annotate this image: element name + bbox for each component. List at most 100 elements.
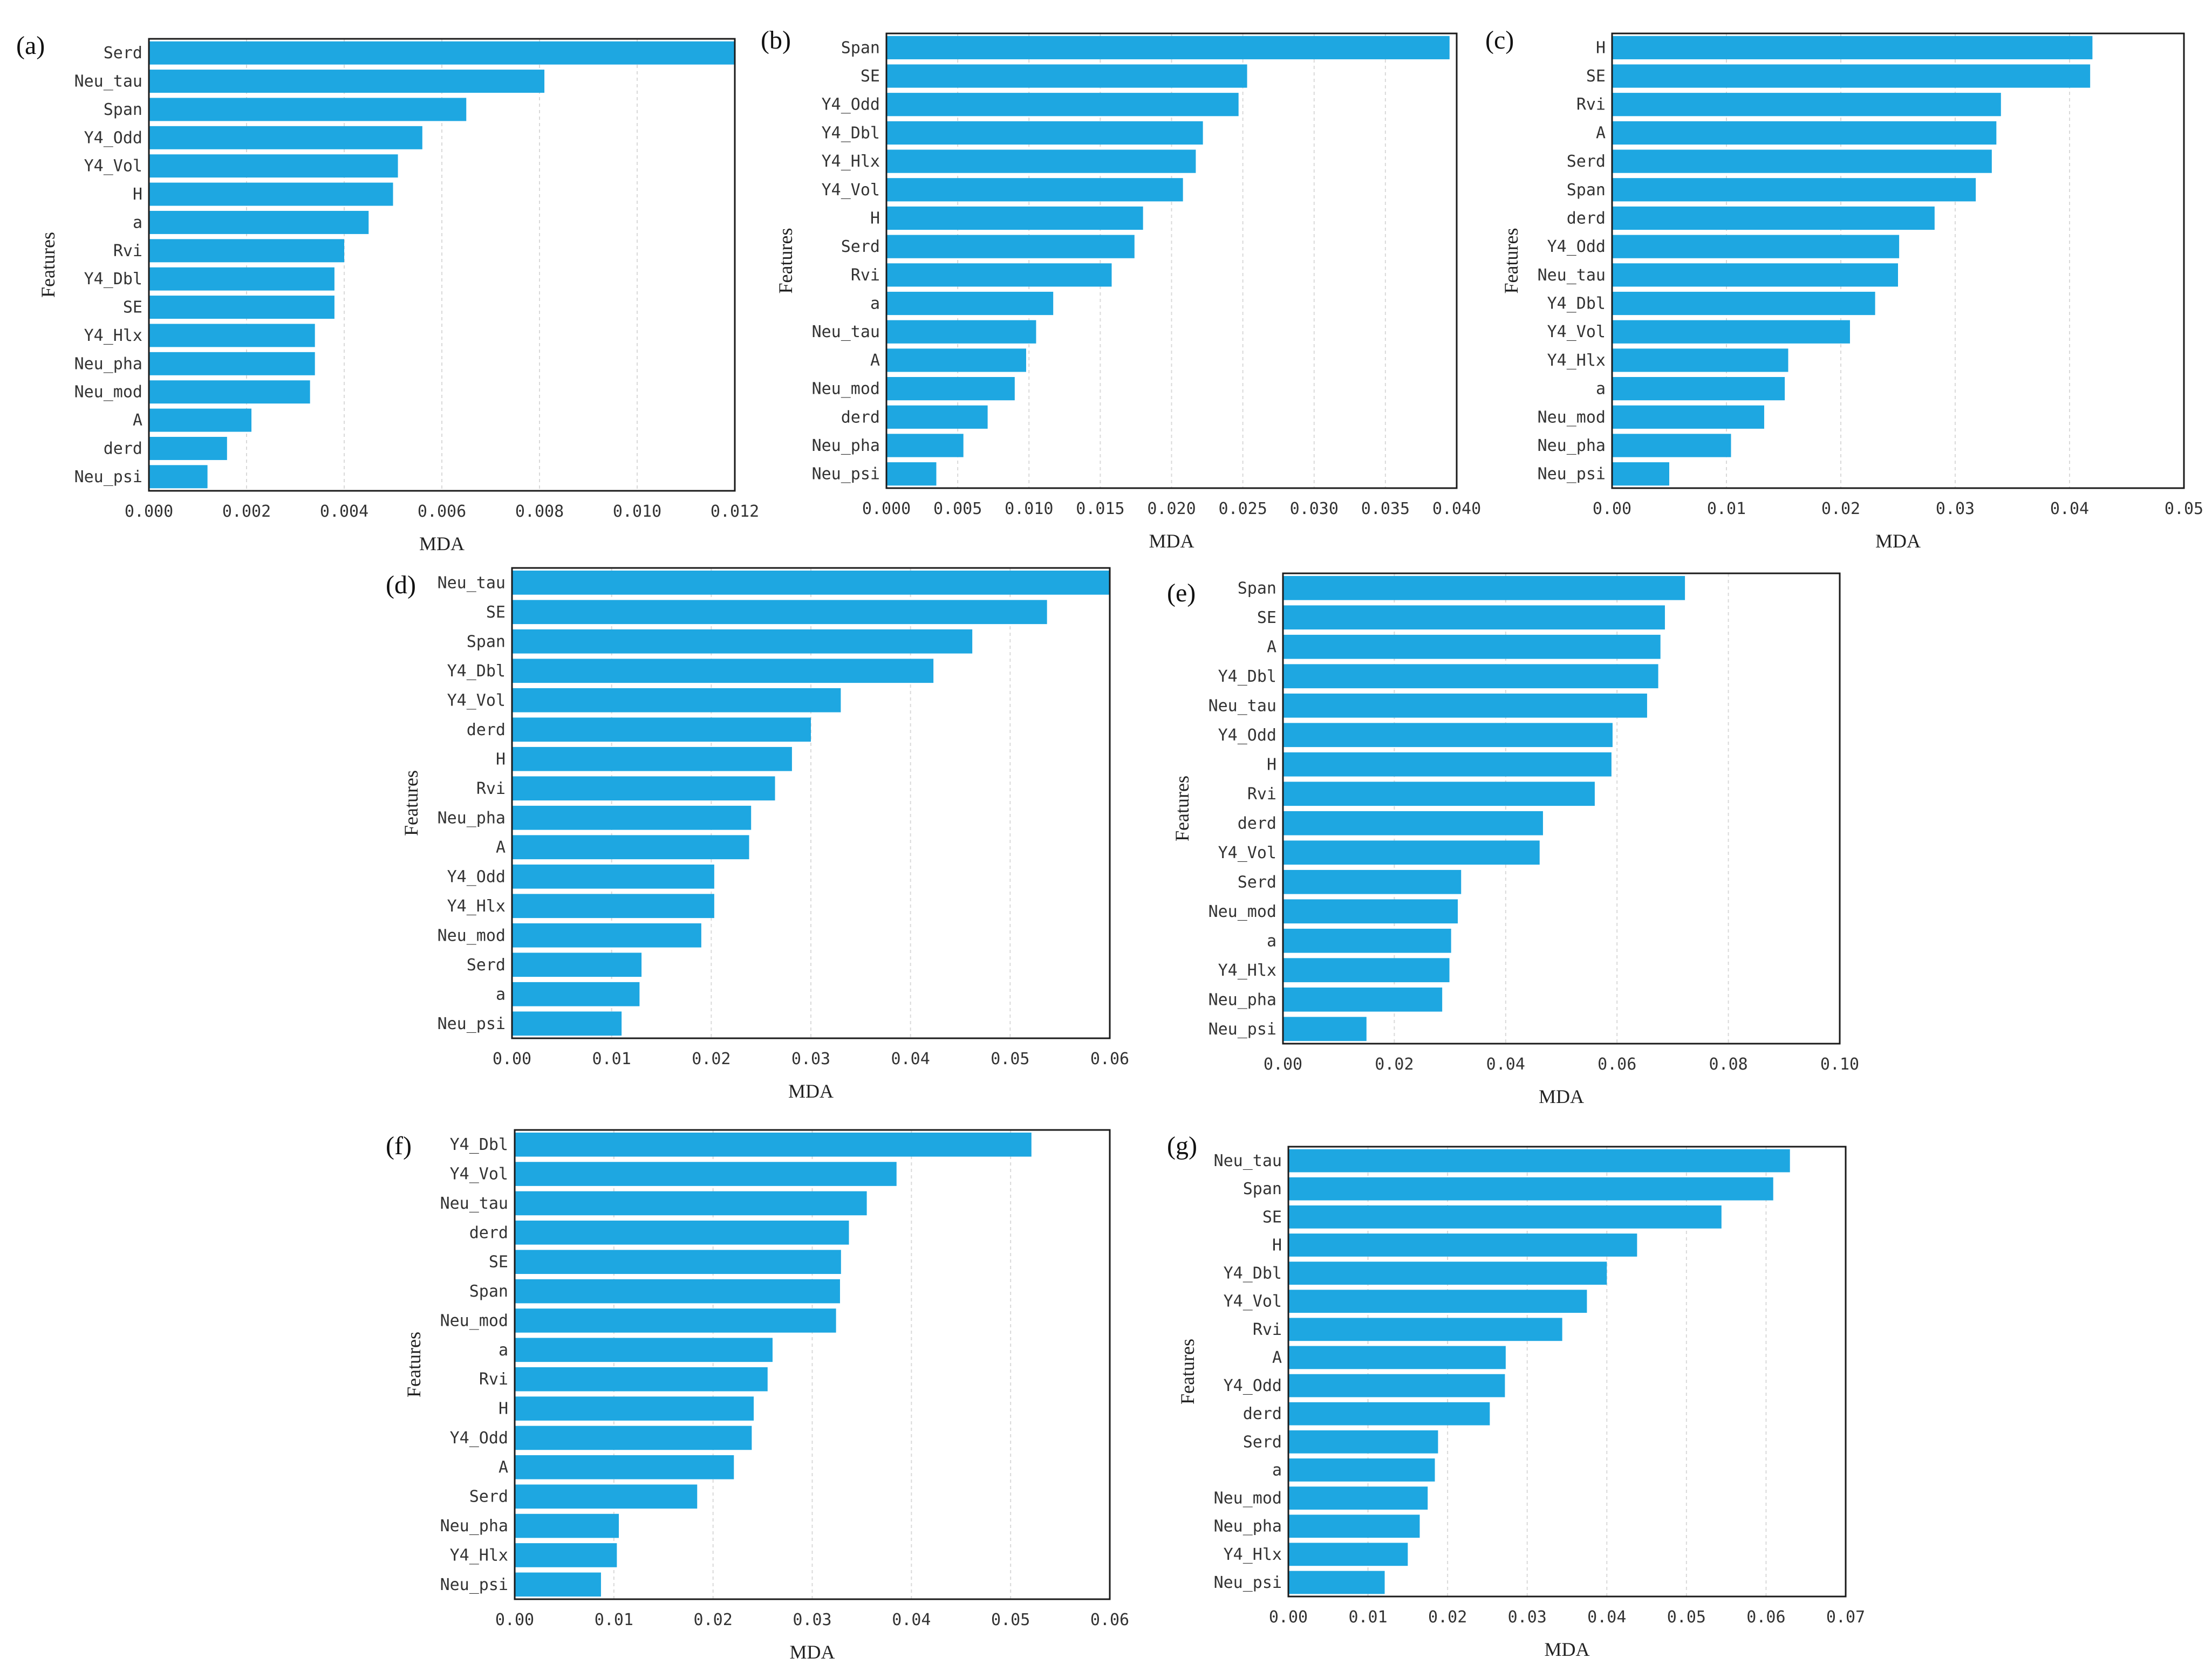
- bar-serd: [1288, 1430, 1438, 1454]
- panel-label: (b): [761, 26, 791, 54]
- category-label: Neu_psi: [74, 468, 142, 487]
- bar-y4_hlx: [886, 149, 1196, 173]
- category-label: SE: [861, 67, 880, 86]
- x-tick-label: 0.04: [892, 1611, 931, 1629]
- bar-neu_tau: [1288, 1149, 1790, 1173]
- chart-panel-3: H SE Rvi A Serd Span derd Y4_Odd Neu_tau Y4_Dbl Y4…: [1485, 26, 2203, 552]
- category-label: a: [1272, 1461, 1282, 1479]
- plot-frame: [148, 38, 736, 492]
- x-tick-label: 0.006: [418, 502, 466, 521]
- bar-y4_hlx: [1612, 348, 1788, 372]
- category-label: A: [1272, 1348, 1282, 1367]
- category-label: Neu_mod: [1209, 902, 1276, 921]
- x-tick-label: 0.10: [1820, 1055, 1859, 1074]
- category-label: Neu_mod: [812, 380, 880, 399]
- x-tick-label: 0.01: [592, 1050, 631, 1068]
- category-label: Y4_Dbl: [1547, 294, 1606, 313]
- bar-neu_mod: [1612, 405, 1764, 429]
- category-label: Neu_tau: [74, 72, 142, 91]
- category-label: A: [1596, 124, 1606, 142]
- bar-a: [149, 210, 369, 234]
- bar-span: [512, 629, 973, 654]
- bar-y4_odd: [1612, 235, 1900, 258]
- x-axis-label: MDA: [419, 533, 465, 554]
- bar-derd: [886, 405, 988, 429]
- category-label: Serd: [467, 956, 506, 975]
- category-label: Y4_Vol: [450, 1165, 508, 1184]
- bar-se: [1283, 605, 1665, 630]
- bar-se: [512, 600, 1047, 625]
- bar-span: [1288, 1177, 1773, 1201]
- plot-frame: [511, 567, 1111, 1039]
- bar-y4_odd: [515, 1426, 752, 1450]
- category-label: Y4_Vol: [84, 157, 142, 176]
- category-label: Neu_mod: [74, 383, 142, 402]
- category-label: Serd: [1238, 873, 1276, 892]
- bar-rvi: [512, 776, 775, 801]
- x-axis-label: MDA: [789, 1641, 835, 1663]
- x-tick-label: 0.03: [1936, 499, 1975, 518]
- category-label: Neu_psi: [1214, 1573, 1282, 1592]
- x-tick-label: 0.05: [991, 1611, 1030, 1629]
- plot-frame: [1611, 32, 2185, 489]
- x-tick-label: 0.030: [1290, 499, 1339, 518]
- x-tick-label: 0.00: [1264, 1055, 1302, 1074]
- category-label: Y4_Vol: [447, 691, 506, 710]
- bar-span: [1283, 575, 1685, 600]
- category-label: A: [499, 1458, 508, 1477]
- category-label: Neu_pha: [1209, 990, 1276, 1009]
- bar-derd: [149, 436, 227, 460]
- x-tick-label: 0.08: [1709, 1055, 1747, 1074]
- category-label: H: [1267, 755, 1276, 774]
- x-tick-label: 0.025: [1218, 499, 1267, 518]
- bar-h: [886, 206, 1143, 230]
- x-tick-label: 0.01: [1707, 499, 1746, 518]
- category-label: Y4_Dbl: [84, 270, 142, 289]
- category-label: Neu_psi: [1209, 1020, 1276, 1039]
- category-label: Span: [1567, 181, 1606, 200]
- bar-rvi: [1612, 93, 2001, 117]
- bar-y4_hlx: [149, 324, 315, 347]
- category-label: a: [1267, 931, 1276, 950]
- category-label: Y4_Dbl: [1218, 667, 1276, 686]
- category-label: Neu_mod: [440, 1311, 508, 1330]
- category-label: Neu_tau: [1538, 266, 1606, 285]
- category-label: Neu_pha: [438, 808, 506, 827]
- bar-neu_mod: [512, 923, 701, 948]
- panel-label: (a): [16, 31, 45, 60]
- bar-neu_mod: [886, 376, 1015, 401]
- bar-y4_odd: [1283, 723, 1613, 748]
- plot-frame: [885, 32, 1458, 489]
- category-label: H: [496, 750, 506, 769]
- category-label: derd: [469, 1223, 508, 1242]
- category-label: H: [870, 209, 880, 228]
- panel-label: (g): [1167, 1132, 1197, 1160]
- category-label: Serd: [104, 44, 142, 63]
- category-label: Y4_Odd: [447, 867, 506, 886]
- x-tick-label: 0.05: [1667, 1608, 1706, 1627]
- x-tick-label: 0.00: [495, 1611, 534, 1629]
- category-label: Span: [104, 100, 142, 119]
- bar-h: [149, 182, 393, 206]
- plot-frame: [1287, 1146, 1847, 1598]
- category-label: Y4_Dbl: [822, 124, 880, 142]
- x-tick-label: 0.05: [991, 1050, 1029, 1068]
- bar-a: [886, 348, 1026, 372]
- bar-neu_mod: [1283, 899, 1458, 924]
- category-label: Y4_Hlx: [1547, 351, 1606, 370]
- bar-y4_vol: [512, 688, 841, 712]
- category-label: Neu_psi: [438, 1015, 506, 1033]
- category-label: Y4_Vol: [1547, 323, 1606, 341]
- category-label: Neu_pha: [1214, 1517, 1282, 1536]
- bar-a: [886, 291, 1054, 316]
- bar-derd: [1612, 206, 1935, 230]
- bar-neu_pha: [1612, 434, 1731, 457]
- x-tick-label: 0.03: [791, 1050, 830, 1068]
- category-label: Neu_tau: [1209, 696, 1276, 715]
- category-label: Serd: [1243, 1433, 1282, 1451]
- x-tick-label: 0.02: [1428, 1608, 1467, 1627]
- bar-h: [512, 746, 792, 771]
- x-tick-label: 0.000: [125, 502, 173, 521]
- bar-neu_mod: [1288, 1486, 1428, 1510]
